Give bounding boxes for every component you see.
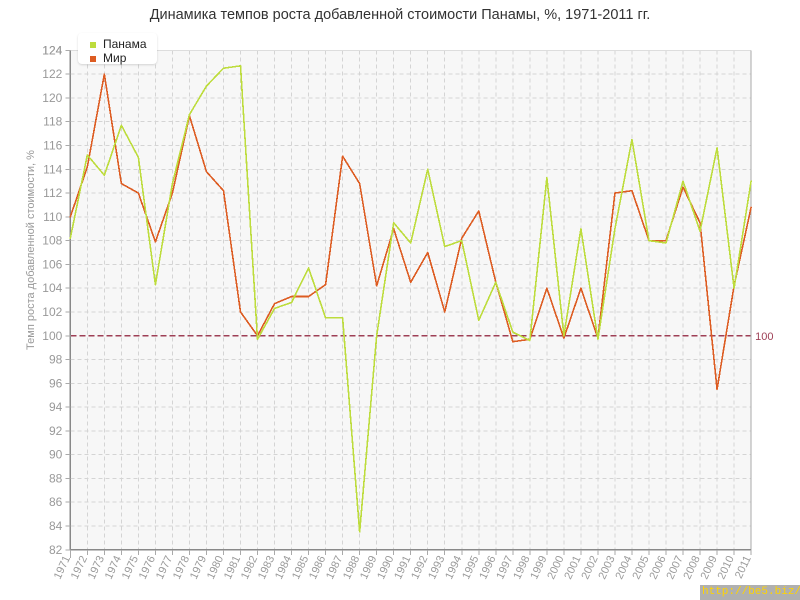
svg-text:110: 110 bbox=[43, 210, 62, 224]
svg-text:2011: 2011 bbox=[733, 554, 754, 581]
svg-text:106: 106 bbox=[42, 257, 62, 271]
svg-text:90: 90 bbox=[49, 448, 63, 462]
svg-text:108: 108 bbox=[42, 234, 62, 248]
svg-text:82: 82 bbox=[49, 543, 63, 557]
svg-text:122: 122 bbox=[42, 67, 62, 81]
svg-text:94: 94 bbox=[49, 400, 63, 414]
svg-text:124: 124 bbox=[42, 43, 62, 57]
svg-text:112: 112 bbox=[43, 186, 62, 200]
svg-text:114: 114 bbox=[43, 162, 62, 176]
svg-text:100: 100 bbox=[42, 329, 62, 343]
svg-text:84: 84 bbox=[49, 519, 63, 533]
svg-text:88: 88 bbox=[49, 471, 63, 485]
svg-text:100: 100 bbox=[755, 331, 773, 343]
svg-text:104: 104 bbox=[42, 281, 62, 295]
svg-text:86: 86 bbox=[49, 495, 63, 509]
svg-text:98: 98 bbox=[49, 353, 63, 367]
svg-text:102: 102 bbox=[42, 305, 62, 319]
svg-text:96: 96 bbox=[49, 376, 63, 390]
svg-text:116: 116 bbox=[43, 139, 62, 153]
svg-text:118: 118 bbox=[43, 115, 62, 129]
svg-text:2010: 2010 bbox=[716, 554, 737, 581]
svg-text:120: 120 bbox=[42, 91, 62, 105]
svg-text:92: 92 bbox=[49, 424, 63, 438]
